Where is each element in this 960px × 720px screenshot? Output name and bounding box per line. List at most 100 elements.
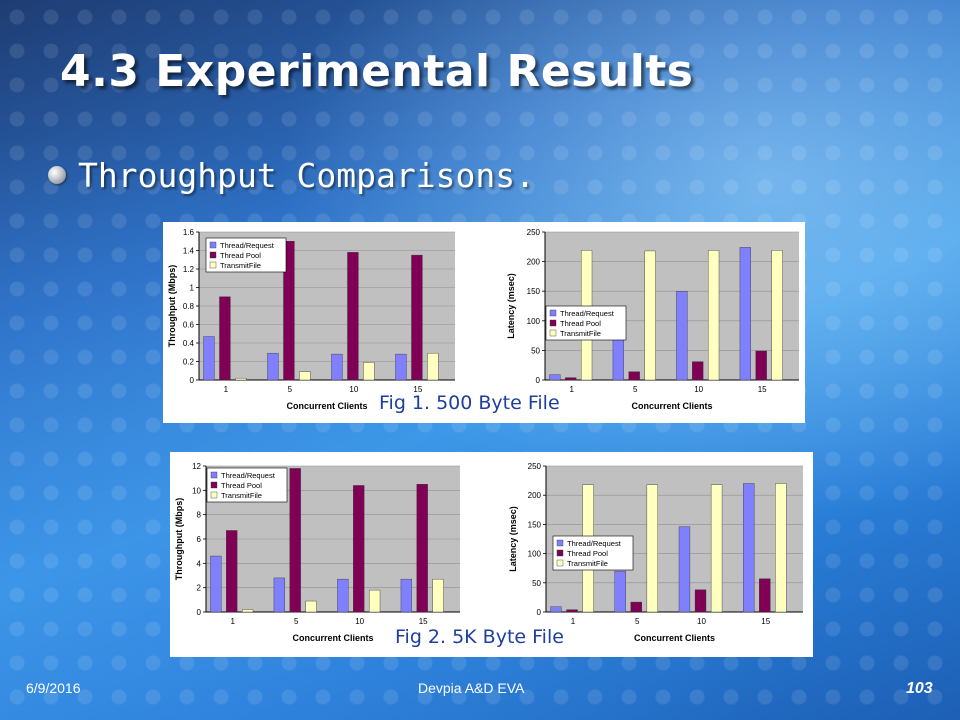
bar-transmitfile-10 [710,484,723,613]
x-tick-label: 5 [294,617,299,626]
x-tick-label: 10 [694,385,703,394]
bar-transmitfile-5 [646,484,658,613]
x-tick-label: 1 [224,385,229,394]
bar-thread-pool-15 [759,578,771,613]
x-axis-label: Concurrent Clients [631,401,712,411]
bar-thread-request-1 [203,336,215,381]
bar-thread-pool-1 [219,296,231,381]
bar-transmitfile-15 [427,352,439,381]
bar-thread-request-15 [395,353,407,381]
y-tick-label: 10 [192,486,201,495]
y-tick-label: 150 [528,520,542,529]
legend-box [206,467,288,503]
bar-thread-request-5 [612,337,624,381]
legend-swatch-thread-pool [209,251,217,259]
figure-2-panel: 0 2 4 6 8 10 12 1 5 10 15 Concurrent Clients Through… [170,452,813,657]
x-tick-label: 10 [349,385,358,394]
legend-swatch-transmitfile [209,261,217,269]
x-tick-label: 5 [635,617,640,626]
y-axis-label: Latency (msec) [508,506,518,572]
y-tick-label: 200 [527,258,541,267]
legend-swatch-thread-request [210,471,218,479]
y-tick-label: 1.4 [183,247,195,256]
x-axis-label: Concurrent Clients [292,633,373,643]
y-tick-label: 50 [531,346,540,355]
y-tick-label: 100 [528,550,542,559]
bar-thread-request-15 [743,483,755,613]
legend-label-thread-request: Thread/Request [567,539,622,548]
footer-date: 6/9/2016 [26,680,81,696]
legend-swatch-transmitfile [549,329,557,337]
y-tick-label: 1.2 [183,265,195,274]
bar-thread-request-10 [676,290,688,381]
legend-swatch-thread-pool [549,319,557,327]
y-tick-label: 4 [197,559,202,568]
y-tick-label: 0 [537,608,542,617]
figure-1-charts: 00.20.40.60.811.21.41.61 5 10 15Concurrent … [167,228,799,411]
legend-label-thread-pool: Thread Pool [567,549,608,558]
y-tick-label: 1 [190,284,195,293]
x-axis-label: Concurrent Clients [634,633,715,643]
bullet-icon [48,166,66,184]
legend-box [552,535,634,571]
legend-label-transmitfile: TransmitFile [567,559,608,568]
bar-thread-request-1 [549,374,561,381]
bar-transmitfile-10 [368,589,381,613]
x-tick-label: 15 [758,385,767,394]
legend-label-thread-pool: Thread Pool [220,251,261,260]
x-tick-label: 1 [230,617,235,626]
bar-transmitfile-5 [299,371,311,381]
legend-swatch-thread-request [556,539,564,547]
bar-thread-request-10 [678,526,691,613]
legend-box [545,305,627,341]
y-axis-label: Throughput (Mbps) [167,265,177,347]
bar-thread-pool-10 [692,361,704,381]
bar-transmitfile-5 [644,250,656,381]
bar-thread-pool-5 [628,371,640,381]
y-tick-label: 2 [197,584,202,593]
legend-swatch-thread-pool [556,549,564,557]
legend-label-transmitfile: TransmitFile [560,329,601,338]
x-tick-label: 10 [355,617,364,626]
y-tick-label: 0.8 [183,302,195,311]
legend-swatch-thread-pool [210,481,218,489]
bar-thread-pool-15 [755,350,767,381]
y-tick-label: 0 [536,376,541,385]
bar-thread-pool-15 [416,484,428,613]
legend-label-thread-request: Thread/Request [221,471,276,480]
x-tick-label: 5 [633,385,638,394]
bar-thread-pool-5 [289,468,301,613]
figure-1-panel: 0 0.2 0.4 0.6 0.8 1 1.2 1.4 1.6 1 5 10 15 Concurrent … [163,222,805,423]
legend-label-transmitfile: TransmitFile [221,491,262,500]
y-axis-label: Latency (msec) [506,273,516,339]
bar-thread-pool-1 [226,530,238,613]
bar-thread-pool-10 [694,589,707,613]
x-tick-label: 15 [761,617,770,626]
x-tick-label: 15 [419,617,428,626]
legend-label-thread-pool: Thread Pool [221,481,262,490]
bar-thread-pool-10 [347,252,359,381]
bar-transmitfile-5 [305,600,317,613]
bar-thread-request-5 [267,352,279,381]
bar-thread-request-10 [331,353,343,381]
legend-label-thread-request: Thread/Request [560,309,615,318]
y-tick-label: 50 [532,579,541,588]
bar-thread-pool-1 [566,609,578,613]
bar-thread-request-1 [210,555,222,613]
page-number: 103 [906,680,933,697]
legend-box [205,237,287,273]
bar-transmitfile-10 [363,362,375,381]
bar-transmitfile-1 [235,377,247,381]
bar-transmitfile-1 [241,609,254,613]
figure-1-caption: Fig 1. 500 Byte File [376,392,563,414]
bar-thread-pool-5 [283,241,295,381]
y-tick-label: 0 [190,376,195,385]
x-tick-label: 10 [697,617,706,626]
x-tick-label: 1 [571,617,576,626]
y-tick-label: 1.6 [183,228,195,237]
